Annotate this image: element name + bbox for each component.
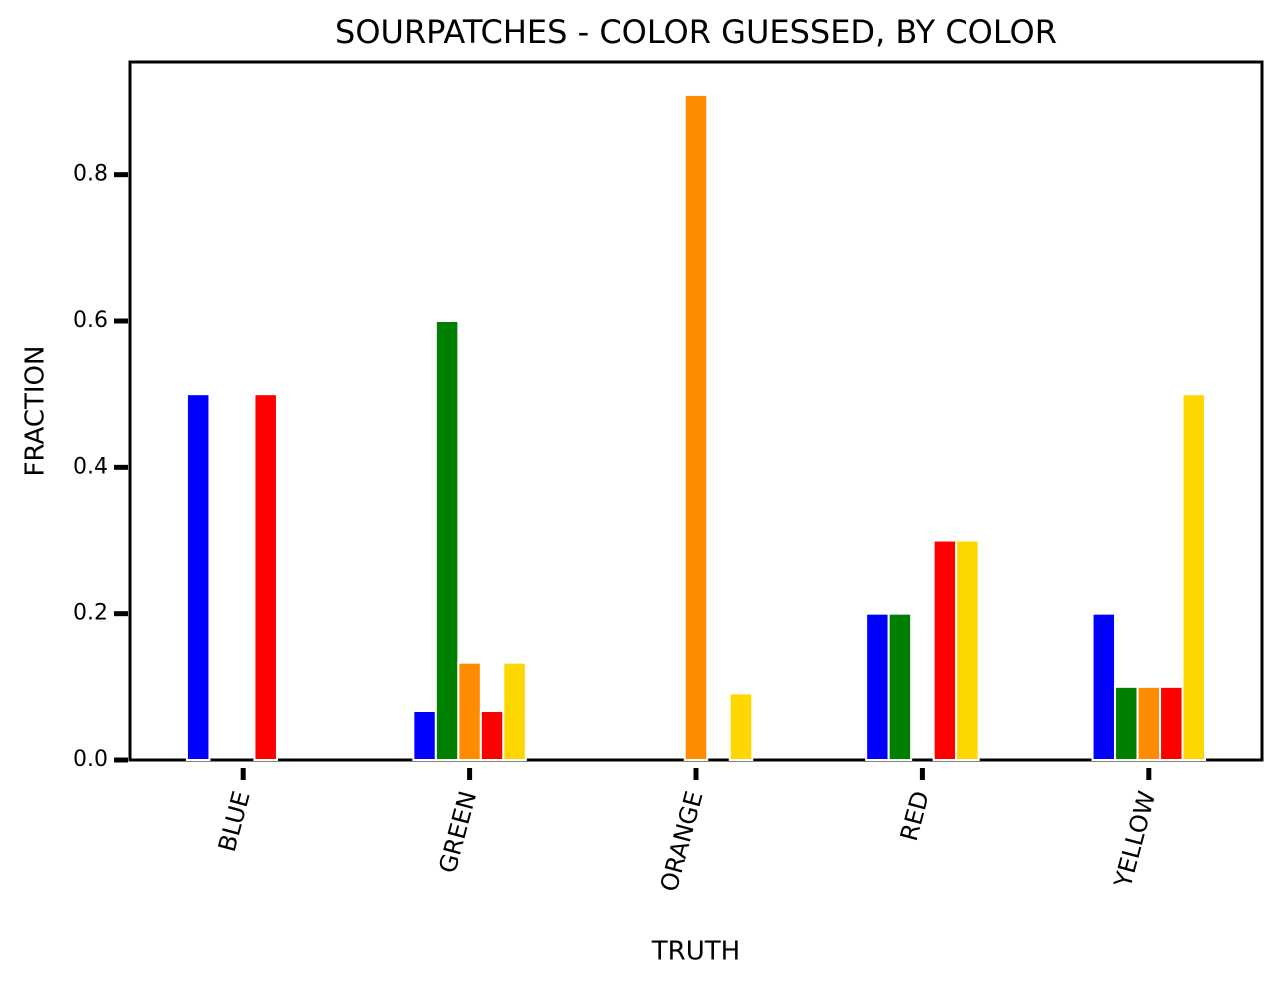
y-tick-label: 0.4 xyxy=(73,454,108,479)
bar xyxy=(253,393,278,761)
bar xyxy=(412,709,437,762)
y-tick-label: 0.6 xyxy=(73,308,108,333)
x-axis-label: TRUTH xyxy=(651,937,740,967)
bar xyxy=(1181,393,1207,761)
y-tick-label: 0.0 xyxy=(73,747,108,772)
y-axis-label: FRACTION xyxy=(21,346,51,477)
bar xyxy=(479,709,505,762)
x-tick-label: BLUE xyxy=(213,788,256,855)
bar xyxy=(932,539,958,762)
x-tick-label: GREEN xyxy=(433,788,482,876)
x-tick-label: YELLOW xyxy=(1109,788,1162,891)
chart-title: SOURPATCHES - COLOR GUESSED, BY COLOR xyxy=(335,13,1057,51)
y-tick-label: 0.8 xyxy=(73,162,108,187)
bar xyxy=(1091,612,1117,761)
bar xyxy=(185,393,211,761)
bar xyxy=(457,661,482,761)
bar xyxy=(434,320,460,761)
bar xyxy=(865,612,890,761)
bar xyxy=(1114,685,1139,762)
x-tick-label: RED xyxy=(895,788,935,844)
bar xyxy=(728,692,754,762)
bar xyxy=(1159,685,1184,762)
bar xyxy=(1136,685,1162,762)
bar xyxy=(887,612,913,761)
bar xyxy=(955,539,980,762)
y-tick-label: 0.2 xyxy=(73,601,108,626)
x-tick-label: ORANGE xyxy=(655,788,709,894)
bar xyxy=(502,661,527,761)
bar xyxy=(683,93,709,762)
